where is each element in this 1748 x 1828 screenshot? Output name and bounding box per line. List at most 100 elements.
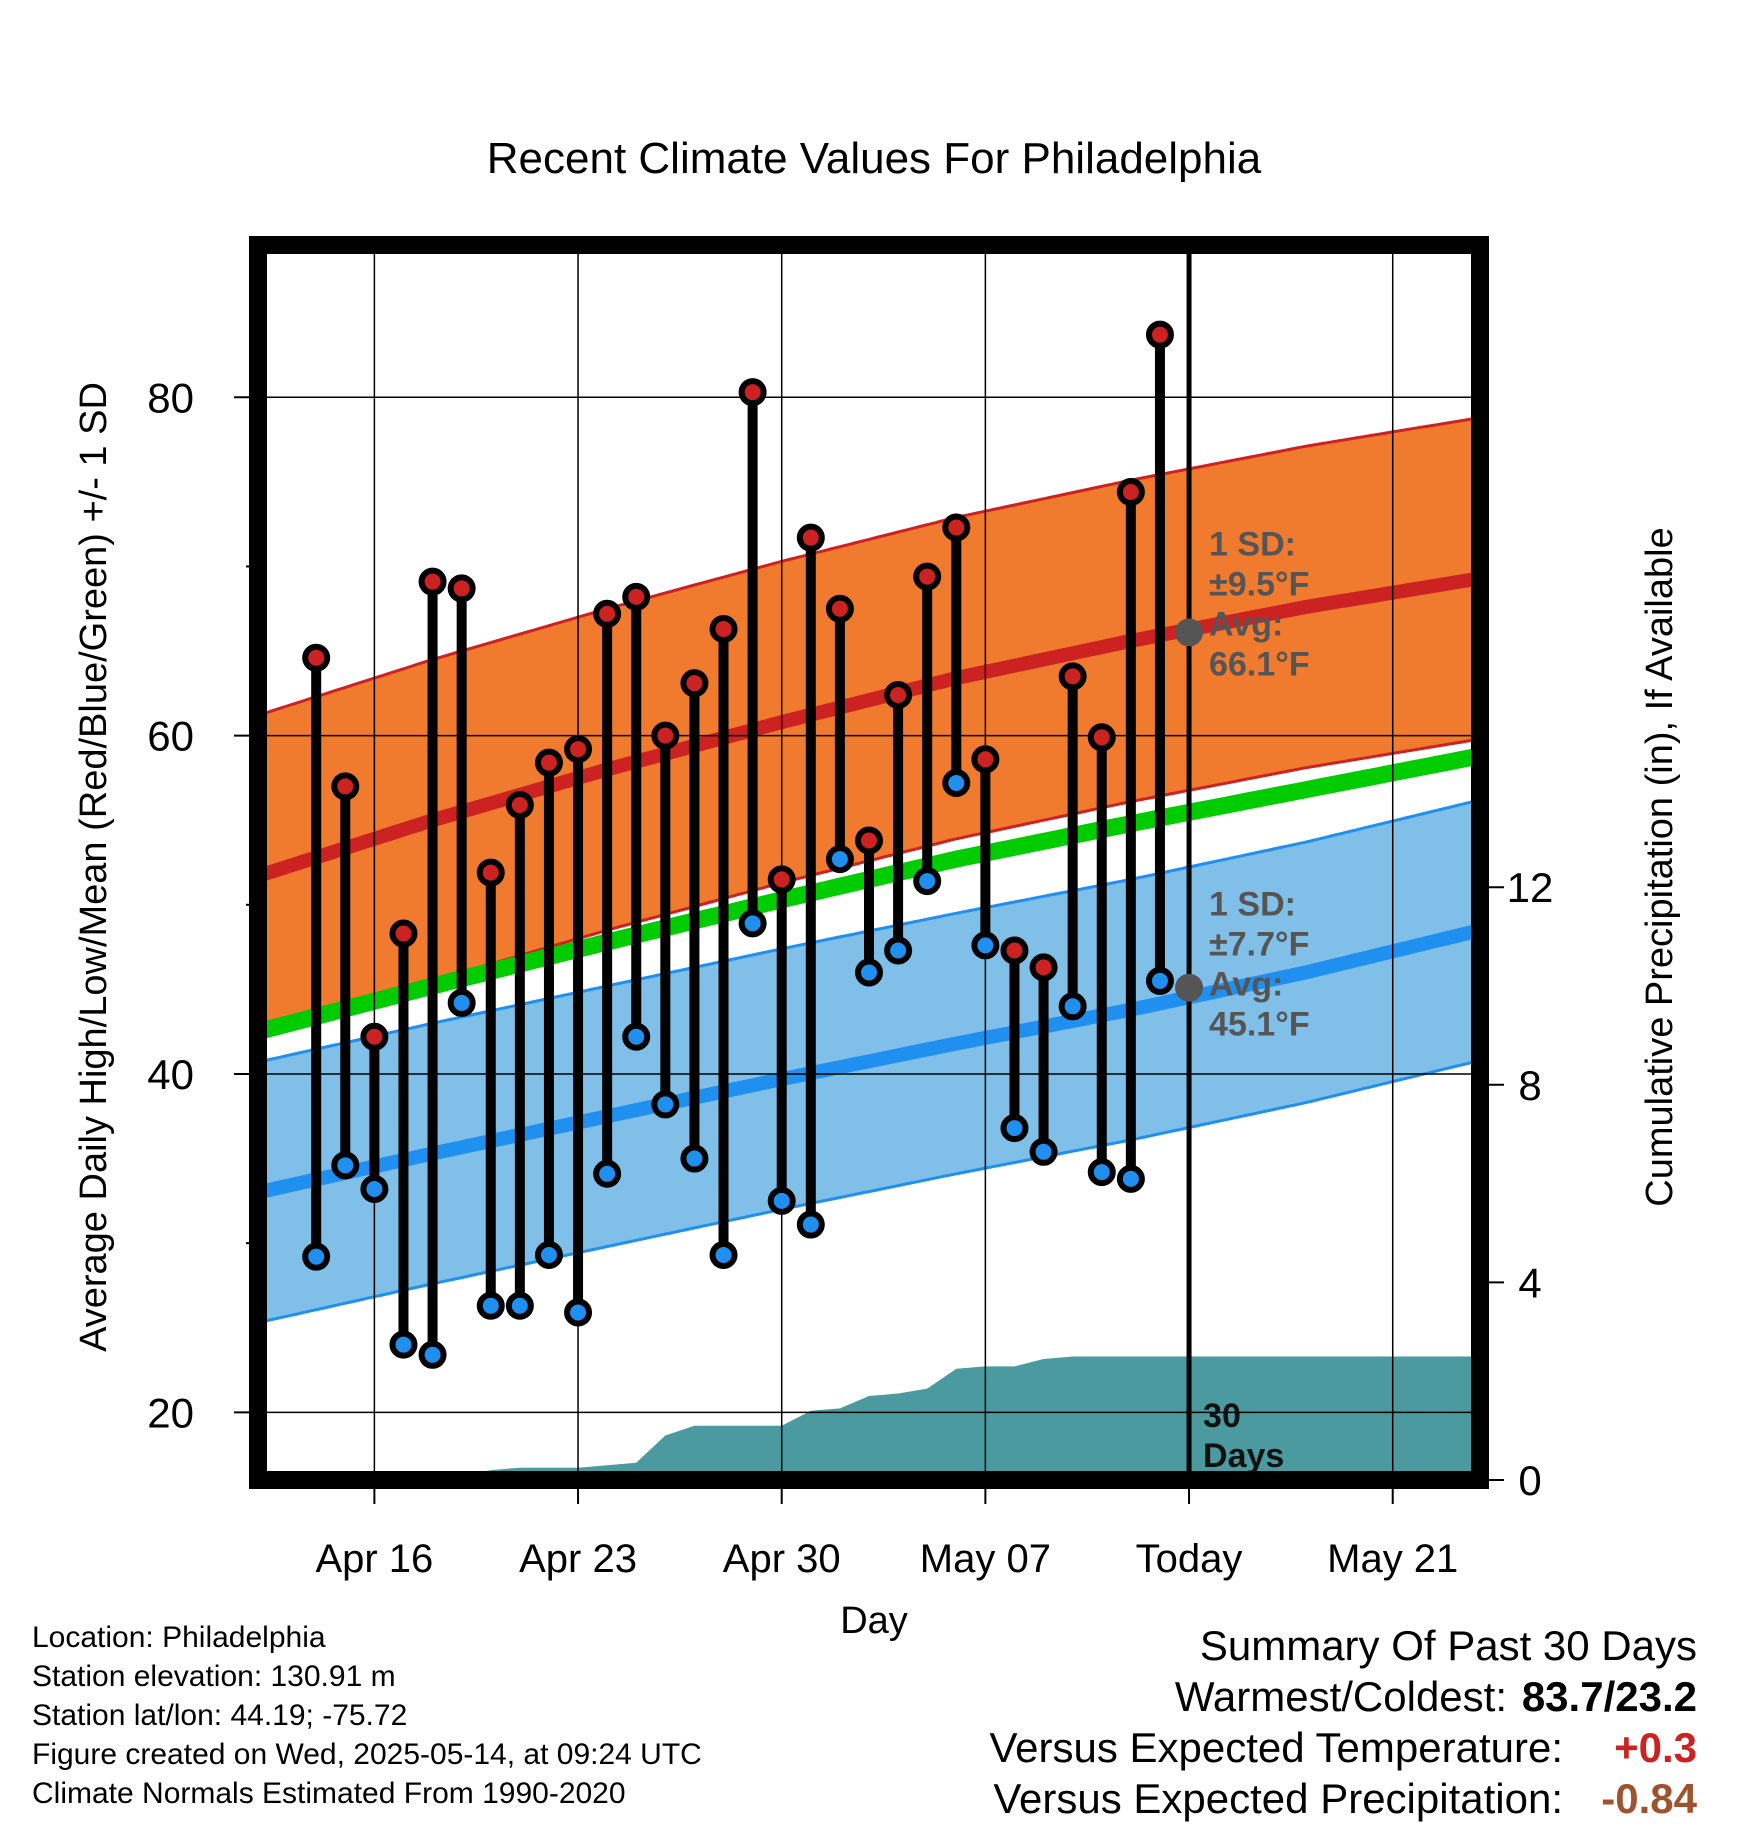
location-text: Location: Philadelphia [32, 1621, 326, 1654]
today-low-avg-marker [1175, 973, 1204, 1002]
summary-warm-cold: Warmest/Coldest: 83.7/23.2 [989, 1671, 1697, 1722]
x-tick-label: May 07 [920, 1537, 1051, 1581]
chart-title: Recent Climate Values For Philadelphia [487, 134, 1262, 183]
y2-tick-label: 4 [1518, 1259, 1541, 1306]
y-tick-label: 80 [147, 374, 194, 421]
plot-frame [249, 236, 1489, 1489]
daily-low-point [622, 1022, 651, 1051]
daily-low-point [505, 1291, 534, 1320]
y-tick-label: 20 [147, 1389, 194, 1436]
station-info: Location: Philadelphia Station elevation… [32, 1618, 702, 1813]
daily-high-point [447, 574, 476, 603]
x-tick-label: May 21 [1327, 1537, 1458, 1581]
daily-low-point [680, 1144, 709, 1173]
daily-high-point [1000, 936, 1029, 965]
y-tick-label: 40 [147, 1051, 194, 1098]
x-tick-label: Apr 16 [315, 1537, 433, 1581]
daily-high-point [680, 669, 709, 698]
y2-axis-label: Cumulative Precipitation (in), If Availa… [1639, 527, 1681, 1206]
daily-low-point [942, 768, 971, 797]
daily-low-point [1058, 992, 1087, 1021]
daily-high-point [1116, 478, 1145, 506]
daily-high-point [534, 748, 563, 777]
elevation-text: Station elevation: 130.91 m [32, 1660, 396, 1693]
daily-high-point [855, 826, 883, 855]
summary-precip: Versus Expected Precipitation: -0.84 [989, 1773, 1697, 1824]
daily-high-point [622, 582, 651, 611]
daily-low-point [855, 958, 883, 987]
x-axis-label: Day [840, 1600, 908, 1642]
daily-low-point [913, 867, 942, 896]
daily-low-point [825, 845, 854, 874]
high-sd-band [258, 417, 1480, 1037]
daily-high-point [1087, 723, 1116, 752]
x-tick-label: Apr 30 [723, 1537, 841, 1581]
low-sd-lower-edge [257, 1058, 1481, 1325]
high-normal-annotation: 1 SD: ±9.5°F Avg: 66.1°F [1209, 525, 1310, 683]
summary-heading: Summary Of Past 30 Days [1199, 1622, 1697, 1669]
daily-high-point [302, 643, 331, 672]
daily-low-point [709, 1240, 738, 1269]
daily-low-point [884, 936, 913, 965]
daily-low-point [564, 1298, 593, 1327]
daily-low-point [447, 988, 476, 1017]
x-tick-label: Today [1136, 1537, 1243, 1581]
temp-label: Versus Expected Temperature: [989, 1724, 1563, 1771]
temp-value: +0.3 [1614, 1724, 1697, 1771]
daily-low-point [302, 1242, 331, 1271]
latlon-text: Station lat/lon: 44.19; -75.72 [32, 1699, 408, 1732]
daily-low-point [534, 1240, 563, 1269]
daily-low-point [971, 931, 1000, 960]
daily-low-point [331, 1151, 360, 1180]
daily-high-point [796, 523, 825, 552]
daily-high-point [1029, 953, 1058, 982]
daily-low-point [1145, 966, 1174, 995]
daily-high-point [971, 745, 1000, 774]
low-normal-annotation: 1 SD: ±7.7°F Avg: 45.1°F [1209, 886, 1310, 1044]
y2-tick-label: 8 [1518, 1062, 1541, 1109]
normal-low-line [256, 923, 1482, 1200]
daily-high-point [331, 772, 360, 801]
y-axis-label: Average Daily High/Low/Mean (Red/Blue/Gr… [73, 382, 115, 1352]
daily-high-point [913, 562, 942, 591]
daily-high-point [505, 790, 534, 819]
daily-high-point [389, 919, 418, 948]
daily-low-point [476, 1291, 505, 1320]
daily-high-point [767, 865, 796, 894]
daily-low-point [738, 909, 767, 938]
daily-high-point [942, 513, 971, 542]
precipitation-area [258, 1356, 1480, 1480]
summary-panel: Summary Of Past 30 Days Warmest/Coldest:… [989, 1620, 1697, 1824]
daily-high-point [1145, 320, 1174, 349]
plot-area: 1 SD: ±9.5°F Avg: 66.1°F 1 SD: ±7.7°F Avg: 45.1… [255, 245, 1482, 1480]
daily-low-point [1116, 1164, 1145, 1193]
daily-high-point [418, 567, 447, 596]
daily-low-point [360, 1175, 389, 1204]
y2-tick-label: 12 [1507, 864, 1554, 911]
y-tick-label: 60 [147, 713, 194, 760]
summary-temp: Versus Expected Temperature: +0.3 [989, 1722, 1697, 1773]
x-tick-label: Apr 23 [519, 1537, 637, 1581]
today-high-avg-marker [1175, 618, 1204, 647]
daily-high-point [1058, 662, 1087, 691]
precip-value: -0.84 [1601, 1775, 1697, 1822]
daily-low-point [1087, 1158, 1116, 1187]
daily-high-point [564, 735, 593, 764]
daily-high-point [825, 594, 854, 623]
y2-tick-label: 0 [1518, 1457, 1541, 1504]
daily-high-point [593, 599, 622, 628]
normals-text: Climate Normals Estimated From 1990-2020 [32, 1777, 626, 1810]
daily-high-point [360, 1022, 389, 1051]
daily-low-point [767, 1186, 796, 1215]
warm-cold-value: 83.7/23.2 [1521, 1673, 1697, 1720]
today-annotation: 30 Days [1203, 1397, 1284, 1475]
axes: 20 40 60 80 0 4 8 12 Apr 16 Apr 23 Apr 30 May 07 Tod… [147, 236, 1554, 1581]
daily-low-point [1000, 1114, 1029, 1143]
precip-label: Versus Expected Precipitation: [993, 1775, 1563, 1822]
daily-high-point [738, 378, 767, 407]
daily-high-point [884, 681, 913, 710]
daily-low-point [418, 1340, 447, 1369]
daily-low-point [796, 1210, 825, 1239]
created-text: Figure created on Wed, 2025-05-14, at 09… [32, 1738, 702, 1771]
